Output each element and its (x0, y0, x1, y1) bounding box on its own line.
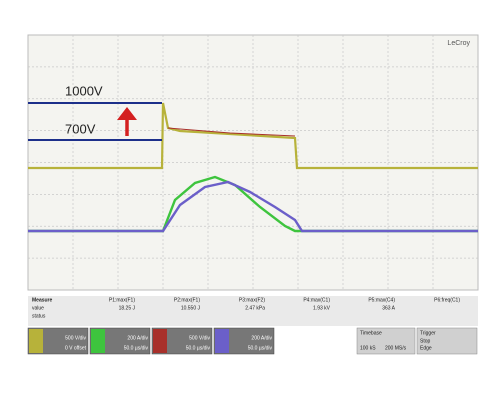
yellow-trace (28, 102, 478, 170)
trigger-mode: Stop (420, 338, 431, 344)
green-trace (28, 175, 478, 233)
blue-trace (28, 180, 478, 233)
annotation-label: 700V (65, 121, 96, 136)
channel-scale: 500 V/div (189, 335, 210, 341)
column-value: 363 A (382, 305, 395, 311)
channel-scale: 200 A/div (127, 335, 148, 341)
measure-panel (28, 296, 478, 326)
row-label: status (32, 313, 46, 319)
timebase-rate: 200 MS/s (385, 345, 407, 351)
timebase-box (356, 327, 416, 355)
trigger-type: Edge (420, 345, 432, 351)
channel-tag (153, 329, 167, 353)
channel-offset: 0 V offset (65, 345, 87, 351)
row-label: value (32, 305, 44, 311)
channel-scale: 200 A/div (251, 335, 272, 341)
channel-boxes: 500 V/div 0 V offset 200 A/div 50.0 µs/div 5… (27, 327, 275, 355)
channel-offset: 50.0 µs/div (186, 345, 211, 351)
column-header: P5:max(C4) (368, 297, 395, 303)
column-header: P4:max(C1) (303, 297, 330, 303)
column-header: P2:max(F1) (174, 297, 200, 303)
channel-tag (91, 329, 105, 353)
column-value: 18.25 J (119, 305, 136, 311)
column-value: 10.550 J (181, 305, 201, 311)
column-value: 1.93 kV (313, 305, 331, 311)
annotation-label: 1000V (65, 83, 103, 98)
timebase-value: 100 kS (360, 345, 376, 351)
channel-offset: 50.0 µs/div (124, 345, 149, 351)
timebase-label: Timebase (360, 330, 382, 336)
trigger-box (416, 327, 478, 355)
brand: LeCroy (447, 40, 470, 47)
channel-scale: 500 V/div (65, 335, 86, 341)
red-trace (167, 127, 296, 137)
column-header: P6:freq(C1) (434, 297, 460, 303)
column-value: 2.47 kPa (245, 305, 265, 311)
measure-table: Measure value status P1:max(F1) 18.25 J P2:ma… (32, 297, 460, 319)
channel-tag (215, 329, 229, 353)
arrow-head (117, 107, 137, 120)
column-header: P1:max(F1) (109, 297, 135, 303)
trigger-label: Trigger (420, 330, 436, 336)
row-label: Measure (32, 297, 53, 303)
channel-offset: 50.0 µs/div (248, 345, 273, 351)
channel-tag (29, 329, 43, 353)
column-header: P3:max(F2) (239, 297, 265, 303)
